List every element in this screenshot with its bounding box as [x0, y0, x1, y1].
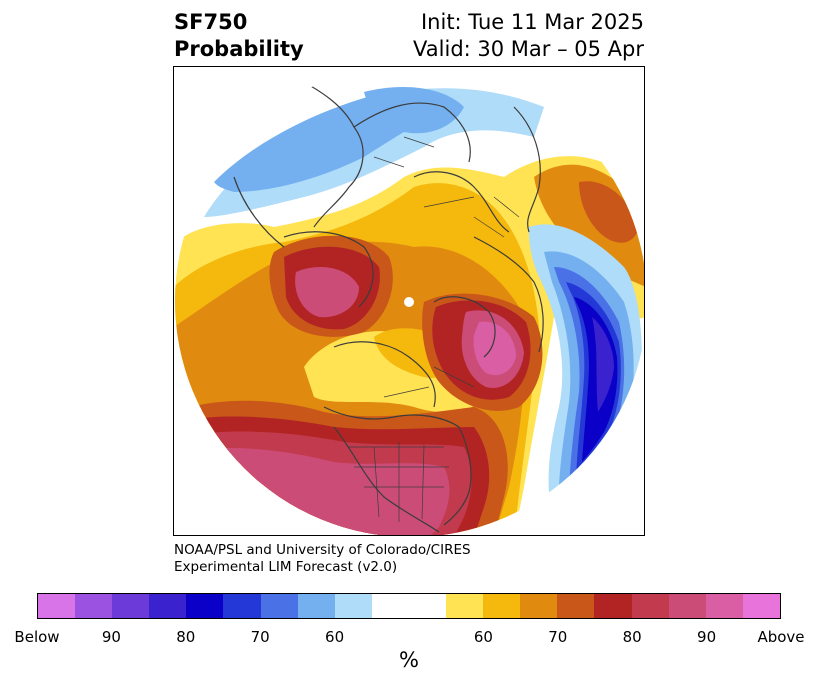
colorbar-tick-label: 70	[548, 628, 568, 646]
colorbar-tick-label: 80	[176, 628, 196, 646]
colorbar-swatch-above-6	[631, 594, 669, 618]
colorbar-tick-label: 90	[101, 628, 121, 646]
init-date: Init: Tue 11 Mar 2025	[420, 10, 644, 34]
probability-field	[175, 67, 644, 535]
colorbar-swatch-above-9	[742, 594, 780, 618]
colorbar-swatch-below-3	[112, 594, 150, 618]
map-panel	[173, 66, 645, 536]
colorbar-swatch-below-1	[38, 594, 76, 618]
above-95-hudson	[473, 321, 516, 376]
above-75-east-region	[579, 181, 639, 243]
below-70-north-2	[364, 87, 464, 134]
colorbar-tick-label: 60	[473, 628, 493, 646]
valid-range: Valid: 30 Mar – 05 Apr	[413, 37, 644, 61]
colorbar-swatch-above-4	[557, 594, 595, 618]
title-line-2: Probability	[174, 37, 304, 61]
credit-line-2: Experimental LIM Forecast (v2.0)	[174, 559, 398, 575]
map-title: SF750 Probability	[174, 9, 304, 63]
colorbar-tick-label: Below	[14, 628, 60, 646]
colorbar-swatch-above-1	[446, 594, 484, 618]
colorbar-swatch-above-8	[705, 594, 743, 618]
below-85-pacific	[592, 317, 614, 412]
colorbar-swatch-below-7	[260, 594, 298, 618]
colorbar-swatch-neutral	[371, 594, 447, 618]
colorbar-swatch-below-8	[297, 594, 335, 618]
above-90-europe	[295, 267, 359, 318]
probability-map	[175, 67, 644, 535]
pole-marker	[404, 297, 414, 307]
colorbar-tick-label: 60	[325, 628, 345, 646]
colorbar-swatch-below-2	[75, 594, 113, 618]
colorbar-tick-label: Above	[757, 628, 805, 646]
colorbar-swatch-below-6	[223, 594, 261, 618]
credit-line-1: NOAA/PSL and University of Colorado/CIRE…	[174, 542, 471, 558]
political-borders	[349, 136, 520, 522]
colorbar-swatch-below-5	[186, 594, 224, 618]
credit-text: NOAA/PSL and University of Colorado/CIRE…	[174, 542, 471, 576]
title-line-1: SF750	[174, 10, 248, 34]
colorbar-swatch-below-9	[334, 594, 372, 618]
colorbar-swatch-above-7	[668, 594, 706, 618]
colorbar-unit: %	[399, 648, 419, 672]
colorbar-swatch-above-3	[520, 594, 558, 618]
below-60-north	[204, 88, 544, 217]
probability-colorbar	[37, 593, 781, 619]
colorbar-swatch-above-2	[483, 594, 521, 618]
colorbar-tick-label: 90	[697, 628, 717, 646]
forecast-dates: Init: Tue 11 Mar 2025 Valid: 30 Mar – 05…	[413, 9, 644, 63]
colorbar-tick-label: 80	[622, 628, 642, 646]
colorbar-swatch-above-5	[594, 594, 632, 618]
colorbar-swatch-below-4	[149, 594, 187, 618]
colorbar-tick-label: 70	[250, 628, 270, 646]
